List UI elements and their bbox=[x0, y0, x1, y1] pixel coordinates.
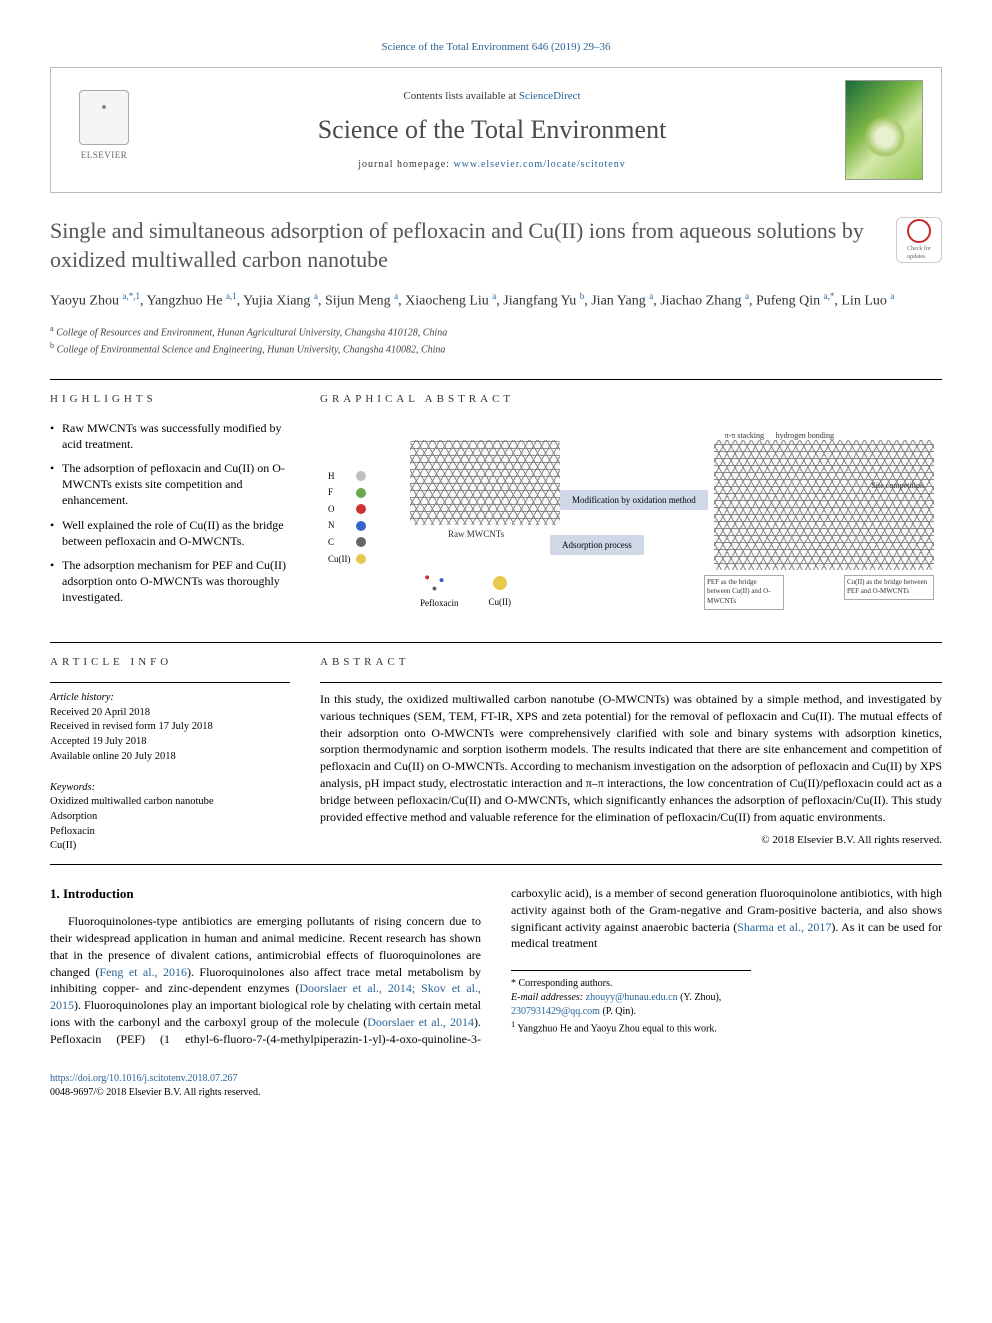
ga-sitecomp-label: Site competition bbox=[871, 480, 924, 491]
legend-item: Cu(II) bbox=[328, 553, 372, 566]
contents-line: Contents lists available at ScienceDirec… bbox=[139, 89, 845, 104]
intro-paragraph: Fluoroquinolones-type antibiotics are em… bbox=[50, 885, 942, 1048]
legend-item: N bbox=[328, 519, 372, 532]
ga-cu-label: Cu(II) bbox=[489, 596, 512, 609]
copyright-line: © 2018 Elsevier B.V. All rights reserved… bbox=[320, 833, 942, 848]
keywords-block: Keywords: Oxidized multiwalled carbon na… bbox=[50, 781, 290, 854]
highlights-list: Raw MWCNTs was successfully modified by … bbox=[50, 420, 290, 606]
email-link[interactable]: zhouyy@hunau.edu.cn bbox=[586, 992, 678, 1003]
highlight-item: Raw MWCNTs was successfully modified by … bbox=[50, 420, 290, 452]
doi-footer: https://doi.org/10.1016/j.scitotenv.2018… bbox=[50, 1072, 942, 1100]
graphical-abstract-heading: GRAPHICAL ABSTRACT bbox=[320, 392, 942, 407]
sciencedirect-link[interactable]: ScienceDirect bbox=[519, 90, 581, 102]
ga-pef-label: Pefloxacin bbox=[420, 597, 459, 610]
abstract-text: In this study, the oxidized multiwalled … bbox=[320, 691, 942, 825]
pefloxacin-molecule-icon bbox=[420, 569, 456, 597]
graphical-abstract-figure: HFONC Cu(II) Raw MWCNTs Modification by o… bbox=[320, 420, 942, 630]
ga-raw-label: Raw MWCNTs bbox=[448, 528, 504, 541]
legend-item: C bbox=[328, 536, 372, 549]
highlight-item: The adsorption mechanism for PEF and Cu(… bbox=[50, 557, 290, 606]
abstract-heading: ABSTRACT bbox=[320, 655, 942, 670]
citation-link[interactable]: Sharma et al., 2017 bbox=[737, 920, 831, 934]
article-info-heading: ARTICLE INFO bbox=[50, 655, 290, 670]
ga-mod-box: Modification by oxidation method bbox=[560, 490, 708, 511]
cu-ion-icon bbox=[493, 576, 507, 590]
affiliations: a College of Resources and Environment, … bbox=[50, 323, 942, 358]
article-title: Single and simultaneous adsorption of pe… bbox=[50, 217, 884, 274]
citation-link[interactable]: 2016 bbox=[163, 965, 187, 979]
footnotes: * Corresponding authors. E-mail addresse… bbox=[511, 970, 751, 1036]
journal-homepage-link[interactable]: www.elsevier.com/locate/scitotenv bbox=[453, 159, 625, 170]
highlight-item: The adsorption of pefloxacin and Cu(II) … bbox=[50, 460, 290, 509]
citation-link[interactable]: Doorslaer et al., 2014 bbox=[367, 1015, 474, 1029]
doi-link[interactable]: https://doi.org/10.1016/j.scitotenv.2018… bbox=[50, 1073, 238, 1084]
ga-bridge-left: PEF as the bridge between Cu(II) and O-M… bbox=[704, 575, 784, 610]
journal-name: Science of the Total Environment bbox=[139, 112, 845, 148]
citation-header: Science of the Total Environment 646 (20… bbox=[50, 40, 942, 55]
intro-heading: 1. Introduction bbox=[50, 885, 481, 903]
crossmark-badge[interactable]: Check forupdates bbox=[896, 217, 942, 263]
highlights-heading: HIGHLIGHTS bbox=[50, 392, 290, 407]
citation-link[interactable]: Feng et al., bbox=[99, 965, 157, 979]
ga-bridge-right: Cu(II) as the bridge between PEF and O-M… bbox=[844, 575, 934, 601]
legend-item: O bbox=[328, 503, 372, 516]
article-history: Article history: Received 20 April 2018R… bbox=[50, 691, 290, 764]
journal-header: ELSEVIER Contents lists available at Sci… bbox=[50, 67, 942, 193]
ga-hbond-label: hydrogen bonding bbox=[776, 430, 834, 441]
publisher-name: ELSEVIER bbox=[81, 149, 128, 162]
elsevier-logo: ELSEVIER bbox=[69, 90, 139, 170]
email-link[interactable]: 2307931429@qq.com bbox=[511, 1006, 600, 1017]
ga-ads-box: Adsorption process bbox=[550, 535, 644, 556]
homepage-line: journal homepage: www.elsevier.com/locat… bbox=[139, 158, 845, 172]
highlight-item: Well explained the role of Cu(II) as the… bbox=[50, 517, 290, 549]
journal-cover-thumb bbox=[845, 80, 923, 180]
legend-item: F bbox=[328, 486, 372, 499]
author-list: Yaoyu Zhou a,*,1, Yangzhuo He a,1, Yujia… bbox=[50, 289, 942, 313]
ga-stack-label: π-π stacking bbox=[725, 430, 764, 441]
legend-item: H bbox=[328, 470, 372, 483]
